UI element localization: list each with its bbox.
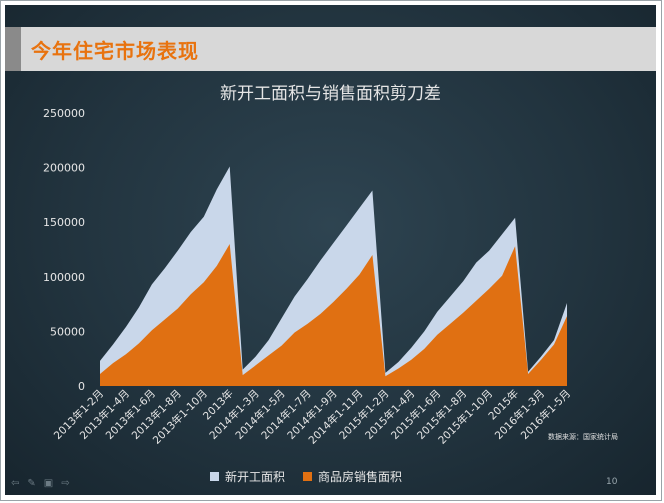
y-tick-label: 50000 bbox=[50, 325, 85, 338]
next-arrow-icon[interactable]: ⇨ bbox=[61, 478, 70, 489]
title-accent bbox=[5, 27, 21, 71]
y-tick-label: 0 bbox=[78, 380, 85, 393]
chart-title: 新开工面积与销售面积剪刀差 bbox=[220, 84, 441, 104]
slide-title: 今年住宅市场表现 bbox=[31, 39, 199, 63]
source-note: 数据来源：国家统计局 bbox=[548, 433, 618, 441]
prev-arrow-icon[interactable]: ⇦ bbox=[11, 478, 20, 489]
area-series-1 bbox=[100, 244, 567, 386]
title-bar: 今年住宅市场表现 bbox=[5, 27, 656, 71]
legend-item-construction: 新开工面积 bbox=[210, 468, 285, 485]
slide-nav: ⇦ ✎ ▣ ⇨ bbox=[11, 478, 70, 489]
y-tick-label: 150000 bbox=[43, 216, 85, 229]
page-number: 10 bbox=[606, 477, 618, 487]
y-tick-label: 100000 bbox=[43, 271, 85, 284]
legend-label-construction: 新开工面积 bbox=[225, 470, 286, 484]
legend: 新开工面积 商品房销售面积 bbox=[210, 468, 420, 485]
legend-item-sales: 商品房销售面积 bbox=[303, 468, 402, 485]
menu-icon[interactable]: ▣ bbox=[43, 478, 54, 489]
pen-icon[interactable]: ✎ bbox=[27, 478, 36, 489]
y-tick-label: 250000 bbox=[43, 107, 85, 120]
y-tick-label: 200000 bbox=[43, 162, 85, 175]
area-chart: 2500002000001500001000005000002013年1-2月2… bbox=[43, 107, 573, 447]
legend-swatch-sales bbox=[303, 472, 313, 481]
legend-label-sales: 商品房销售面积 bbox=[318, 470, 403, 484]
slide: 今年住宅市场表现 新开工面积与销售面积剪刀差 250000 200000 15000… bbox=[5, 5, 656, 495]
legend-swatch-construction bbox=[210, 472, 219, 481]
